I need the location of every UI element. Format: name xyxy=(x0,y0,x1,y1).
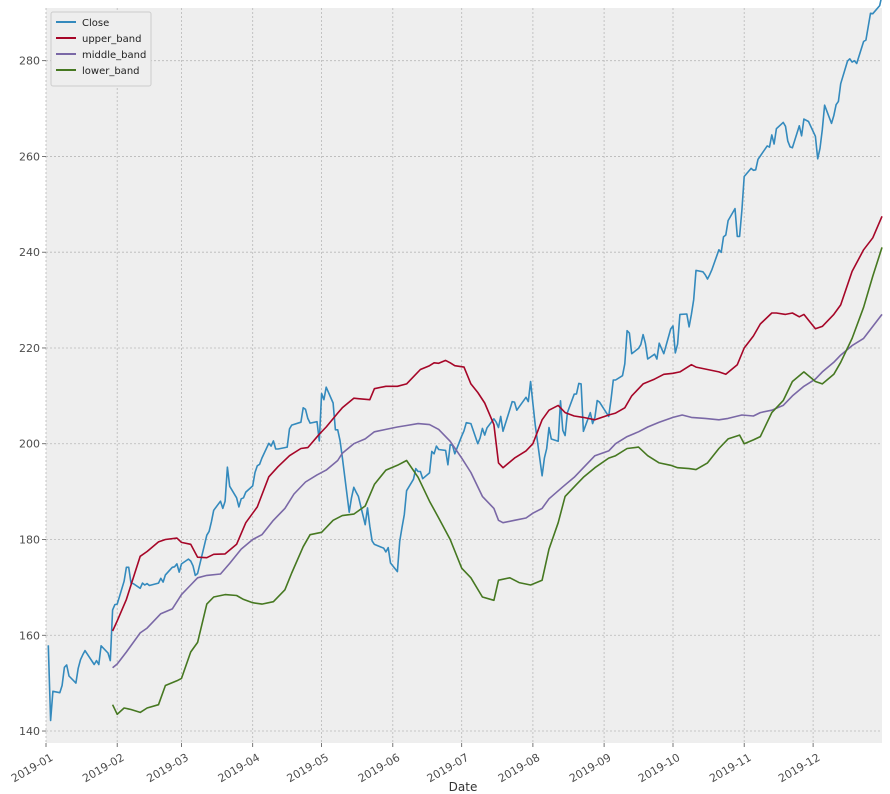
x-tick-label: 2019-11 xyxy=(707,751,753,785)
series-line-upper-band xyxy=(111,215,883,632)
legend-label: middle_band xyxy=(82,50,146,61)
x-axis-label: Date xyxy=(449,780,478,794)
x-tick-label: 2019-10 xyxy=(636,751,682,785)
y-axis-ticks: 140 160 180 200 220 240 260 280 xyxy=(19,55,46,738)
x-tick-label: 2019-12 xyxy=(776,751,822,785)
y-tick-label: 220 xyxy=(19,342,40,355)
legend-box xyxy=(50,11,152,87)
x-tick-label: 2019-01 xyxy=(9,751,55,785)
series-line-middle-band xyxy=(112,313,883,669)
y-tick-label: 260 xyxy=(19,150,40,163)
x-tick-label: 2019-04 xyxy=(216,751,262,785)
series-line-lower-band xyxy=(111,247,883,716)
plot-background xyxy=(46,8,882,743)
legend-label: Close xyxy=(82,18,109,29)
legend: Close upper_band middle_band lower_band xyxy=(50,11,152,87)
x-axis-ticks: 2019-01 2019-02 2019-03 2019-04 2019-05 2019-… xyxy=(9,743,822,785)
y-tick-label: 280 xyxy=(19,55,40,68)
y-tick-label: 160 xyxy=(19,629,40,642)
series-lines xyxy=(47,0,883,722)
legend-label: upper_band xyxy=(82,34,141,45)
x-tick-label: 2019-06 xyxy=(356,751,402,785)
y-tick-label: 200 xyxy=(19,438,40,451)
legend-label: lower_band xyxy=(82,66,140,77)
x-tick-label: 2019-03 xyxy=(145,751,191,785)
grid-lines xyxy=(45,8,882,743)
x-tick-label: 2019-08 xyxy=(496,751,542,785)
x-tick-label: 2019-02 xyxy=(80,751,126,785)
x-tick-label: 2019-09 xyxy=(567,751,613,785)
y-tick-label: 140 xyxy=(19,725,40,738)
y-tick-label: 180 xyxy=(19,533,40,546)
series-line-Close xyxy=(47,0,882,722)
y-tick-label: 240 xyxy=(19,246,40,259)
x-tick-label: 2019-05 xyxy=(285,751,331,785)
